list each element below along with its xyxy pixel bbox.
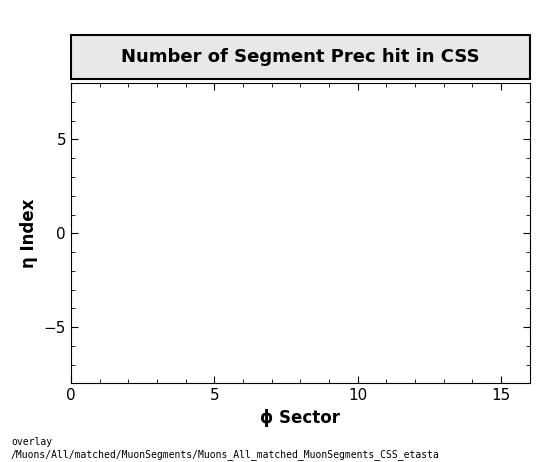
Y-axis label: η Index: η Index (20, 199, 38, 268)
Text: Number of Segment Prec hit in CSS: Number of Segment Prec hit in CSS (121, 48, 479, 66)
X-axis label: ϕ Sector: ϕ Sector (260, 409, 340, 427)
Text: overlay
/Muons/All/matched/MuonSegments/Muons_All_matched_MuonSegments_CSS_etast: overlay /Muons/All/matched/MuonSegments/… (11, 437, 440, 460)
